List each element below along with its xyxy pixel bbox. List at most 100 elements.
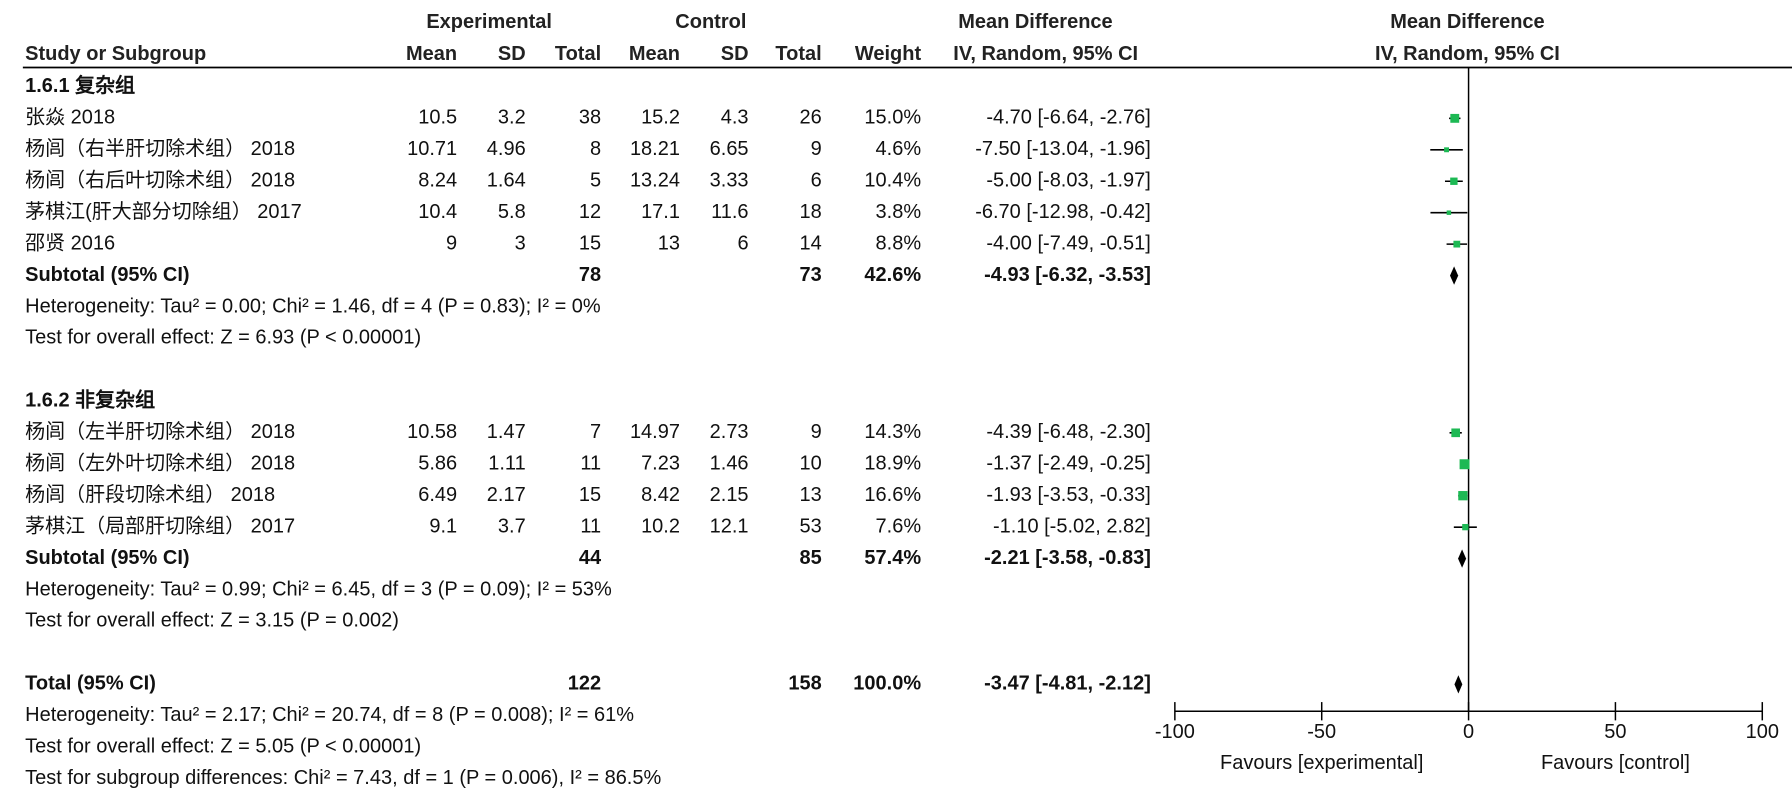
table-cell: -3.47 [-4.81, -2.12] [984,673,1151,695]
table-cell: 11 [580,453,601,475]
table-cell: 9 [446,232,457,254]
table-cell: 1.46 [710,453,749,475]
table-cell: 78 [579,264,601,286]
table-cell: 14 [799,232,821,254]
table-cell: 7.23 [641,453,680,475]
table-cell: 11 [580,515,601,537]
table-cell: 10.4% [864,170,921,192]
plot-subtitle: IV, Random, 95% CI [1375,43,1560,65]
overall-effect: Test for overall effect: Z = 3.15 (P = 0… [25,610,399,632]
favours-right: Favours [control] [1541,752,1690,774]
study-square [1458,491,1468,501]
table-cell: 18.21 [630,138,680,160]
column-header: Total [775,43,821,65]
table-cell: 7 [590,421,601,443]
table-cell: -4.00 [-7.49, -0.51] [986,232,1151,254]
table-cell: 12.1 [710,515,749,537]
table-cell: 18.9% [864,453,921,475]
table-cell: -7.50 [-13.04, -1.96] [975,138,1151,160]
study-square [1451,428,1460,438]
table-cell: 8 [590,138,601,160]
table-cell: -4.93 [-6.32, -3.53] [984,264,1151,286]
study-square [1459,459,1470,470]
table-cell: 10.5 [418,107,457,129]
study-name: 杨闾（肝段切除术组） 2018 [25,483,275,506]
table-cell: 2.15 [710,484,749,506]
table-cell: 2.73 [710,421,749,443]
table-cell: 15.2 [641,107,680,129]
study-square [1444,147,1449,153]
study-square [1450,113,1460,123]
table-cell: 6 [737,232,748,254]
subgroup-differences: Test for subgroup differences: Chi² = 7.… [25,767,661,789]
table-cell: 11.6 [711,201,748,223]
table-cell: 4.6% [876,138,922,160]
diamond [1458,549,1467,568]
heterogeneity: Heterogeneity: Tau² = 2.17; Chi² = 20.74… [25,704,634,726]
table-cell: 10.2 [641,515,680,537]
study-name: 杨闾（左半肝切除术组） 2018 [25,420,295,443]
table-cell: -4.70 [-6.64, -2.76] [986,107,1151,129]
table-cell: 73 [799,264,821,286]
overall-effect: Test for overall effect: Z = 6.93 (P < 0… [25,327,421,349]
table-cell: 85 [799,547,821,569]
table-cell: 57.4% [864,547,921,569]
table-cell: 1.11 [488,453,525,475]
table-cell: 158 [788,673,821,695]
table-cell: 15.0% [864,107,921,129]
summary-label: Subtotal (95% CI) [25,264,189,286]
column-header: Weight [855,43,922,65]
x-tick-label: 0 [1463,721,1474,743]
table-cell: 15 [579,232,601,254]
study-name: 茅棋江（局部肝切除组） 2017 [25,514,295,537]
x-tick-label: 100 [1746,721,1779,743]
study-name: 杨闾（右后叶切除术组） 2018 [25,169,295,192]
table-cell: 10.4 [418,201,457,223]
table-cell: 8.24 [418,170,457,192]
table-cell: 5 [590,170,601,192]
column-header: IV, Random, 95% CI [953,43,1138,65]
table-cell: 6 [811,170,822,192]
group-header: Experimental [426,11,552,33]
table-cell: 10.71 [407,138,457,160]
table-cell: 13.24 [630,170,680,192]
summary-label: Total (95% CI) [25,673,156,695]
table-cell: 10.58 [407,421,457,443]
table-cell: 9 [811,421,822,443]
table-cell: 5.8 [498,201,526,223]
table-cell: 3 [515,232,526,254]
study-name: 邵贤 2016 [25,231,115,254]
table-cell: -5.00 [-8.03, -1.97] [986,170,1151,192]
effect-header: Mean Difference [958,11,1112,33]
study-square [1446,210,1452,215]
table-cell: 5.86 [418,453,457,475]
table-cell: 14.3% [864,421,921,443]
study-name: 茅棋江(肝大部分切除组） 2017 [25,200,302,223]
subgroup-name: 1.6.2 非复杂组 [25,388,155,412]
table-cell: 9 [811,138,822,160]
table-cell: 14.97 [630,421,680,443]
study-name: 张焱 2018 [25,106,115,129]
table-cell: 42.6% [864,264,921,286]
table-cell: -2.21 [-3.58, -0.83] [984,547,1151,569]
heterogeneity: Heterogeneity: Tau² = 0.00; Chi² = 1.46,… [25,295,601,317]
table-cell: 16.6% [864,484,921,506]
table-cell: 8.8% [876,232,922,254]
x-tick-label: -100 [1155,721,1195,743]
table-cell: 1.64 [487,170,526,192]
table-cell: 1.47 [487,421,526,443]
subgroup-name: 1.6.1 复杂组 [25,73,135,97]
column-header: Total [555,43,601,65]
study-name: 杨闾（左外叶切除术组） 2018 [25,452,295,475]
table-cell: 53 [799,515,821,537]
column-header: Mean [629,43,680,65]
study-name: 杨闾（右半肝切除术组） 2018 [25,137,295,160]
group-header: Control [675,11,746,33]
column-header: SD [721,43,749,65]
study-header: Study or Subgroup [25,43,206,65]
table-cell: 9.1 [429,515,457,537]
table-cell: 12 [579,201,601,223]
